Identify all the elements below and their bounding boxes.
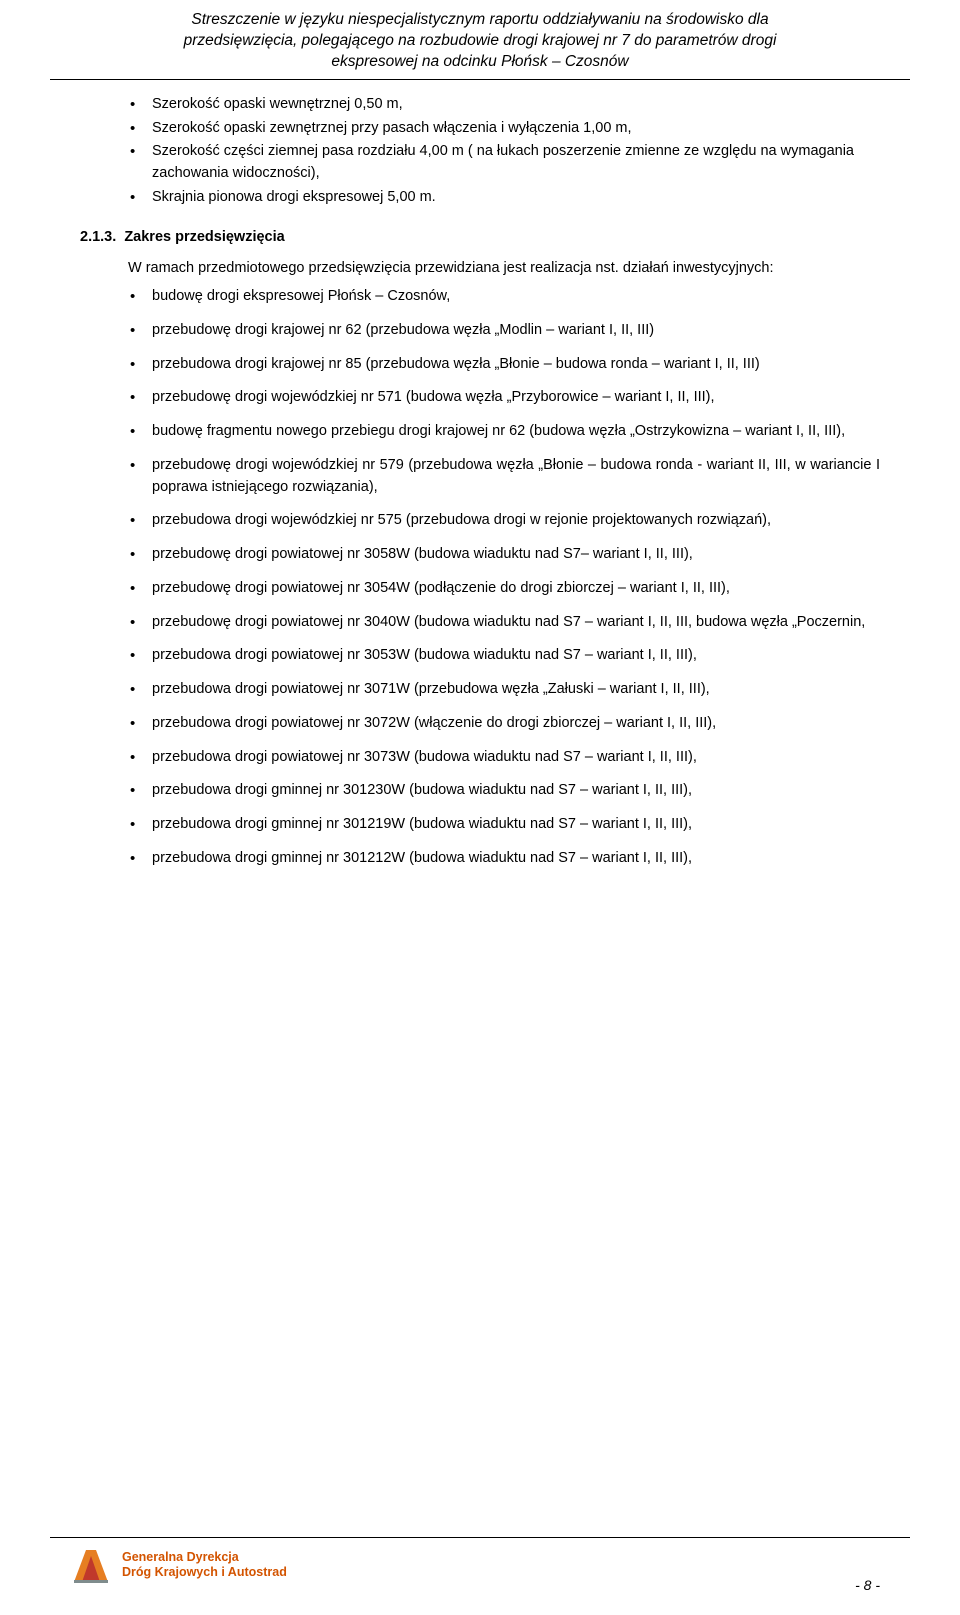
list-item: przebudowę drogi wojewódzkiej nr 571 (bu…	[130, 387, 880, 409]
list-item-text: przebudowa drogi powiatowej nr 3071W (pr…	[152, 681, 710, 697]
list-item: przebudowę drogi krajowej nr 62 (przebud…	[130, 320, 880, 342]
list-item: przebudowa drogi gminnej nr 301219W (bud…	[130, 814, 880, 836]
list-item: przebudowa drogi krajowej nr 85 (przebud…	[130, 354, 880, 376]
list-item-text: przebudowa drogi powiatowej nr 3073W (bu…	[152, 749, 697, 765]
list-item: przebudowa drogi gminnej nr 301212W (bud…	[130, 848, 880, 870]
list-item: przebudowę drogi wojewódzkiej nr 579 (pr…	[130, 455, 880, 499]
list-item-text: przebudowę drogi krajowej nr 62 (przebud…	[152, 322, 654, 338]
list-item-text: przebudowę drogi powiatowej nr 3054W (po…	[152, 580, 730, 596]
document-header: Streszczenie w języku niespecjalistyczny…	[50, 0, 910, 80]
page-number: - 8 -	[855, 1577, 880, 1593]
header-line-1: Streszczenie w języku niespecjalistyczny…	[191, 11, 768, 28]
list-item-text: przebudowa drogi gminnej nr 301219W (bud…	[152, 816, 692, 832]
list-item: przebudowę drogi powiatowej nr 3054W (po…	[130, 578, 880, 600]
list-item: przebudowa drogi powiatowej nr 3072W (wł…	[130, 713, 880, 735]
section-number: 2.1.3.	[80, 227, 116, 249]
list-item-text: przebudowę drogi wojewódzkiej nr 579 (pr…	[152, 457, 880, 495]
list-item-text: przebudowę drogi wojewódzkiej nr 571 (bu…	[152, 389, 715, 405]
list-item: przebudowa drogi wojewódzkiej nr 575 (pr…	[130, 510, 880, 532]
section-heading: 2.1.3. Zakres przedsięwzięcia	[80, 227, 880, 249]
list-item-text: Skrajnia pionowa drogi ekspresowej 5,00 …	[152, 189, 436, 205]
list-item: Szerokość opaski zewnętrznej przy pasach…	[130, 118, 880, 140]
page-content: Szerokość opaski wewnętrznej 0,50 m, Sze…	[0, 80, 960, 870]
logo-line-1: Generalna Dyrekcja	[122, 1550, 239, 1564]
list-item-text: Szerokość opaski zewnętrznej przy pasach…	[152, 120, 632, 136]
list-item-text: przebudowa drogi wojewódzkiej nr 575 (pr…	[152, 512, 771, 528]
logo-text: Generalna Dyrekcja Dróg Krajowych i Auto…	[122, 1550, 287, 1580]
list-item: Szerokość opaski wewnętrznej 0,50 m,	[130, 94, 880, 116]
list-item-text: Szerokość części ziemnej pasa rozdziału …	[152, 143, 854, 181]
list-item: budowę drogi ekspresowej Płońsk – Czosnó…	[130, 286, 880, 308]
list-item: przebudowę drogi powiatowej nr 3040W (bu…	[130, 612, 880, 634]
gddkia-logo: Generalna Dyrekcja Dróg Krajowych i Auto…	[70, 1544, 960, 1586]
list-item-text: przebudowa drogi krajowej nr 85 (przebud…	[152, 356, 760, 372]
section-title: Zakres przedsięwzięcia	[124, 229, 284, 245]
intro-paragraph: W ramach przedmiotowego przedsięwzięcia …	[80, 258, 880, 280]
header-line-3: ekspresowej na odcinku Płońsk – Czosnów	[331, 53, 628, 70]
list-item-text: Szerokość opaski wewnętrznej 0,50 m,	[152, 96, 403, 112]
header-line-2: przedsięwzięcia, polegającego na rozbudo…	[184, 32, 777, 49]
params-list: Szerokość opaski wewnętrznej 0,50 m, Sze…	[80, 94, 880, 209]
investment-actions-list: budowę drogi ekspresowej Płońsk – Czosnó…	[80, 286, 880, 870]
list-item-text: przebudowa drogi gminnej nr 301212W (bud…	[152, 850, 692, 866]
list-item-text: przebudowa drogi powiatowej nr 3072W (wł…	[152, 715, 716, 731]
logo-line-2: Dróg Krajowych i Autostrad	[122, 1565, 287, 1579]
list-item: Skrajnia pionowa drogi ekspresowej 5,00 …	[130, 187, 880, 209]
list-item-text: przebudowę drogi powiatowej nr 3040W (bu…	[152, 614, 865, 630]
list-item: budowę fragmentu nowego przebiegu drogi …	[130, 421, 880, 443]
footer-divider	[50, 1537, 910, 1538]
list-item: przebudowę drogi powiatowej nr 3058W (bu…	[130, 544, 880, 566]
list-item-text: przebudowa drogi gminnej nr 301230W (bud…	[152, 782, 692, 798]
list-item: przebudowa drogi powiatowej nr 3071W (pr…	[130, 679, 880, 701]
list-item: przebudowa drogi gminnej nr 301230W (bud…	[130, 780, 880, 802]
logo-icon	[70, 1544, 112, 1586]
list-item-text: budowę fragmentu nowego przebiegu drogi …	[152, 423, 845, 439]
list-item-text: budowę drogi ekspresowej Płońsk – Czosnó…	[152, 288, 450, 304]
page-footer: Generalna Dyrekcja Dróg Krajowych i Auto…	[0, 1537, 960, 1597]
list-item: przebudowa drogi powiatowej nr 3053W (bu…	[130, 645, 880, 667]
list-item-text: przebudowa drogi powiatowej nr 3053W (bu…	[152, 647, 697, 663]
list-item-text: przebudowę drogi powiatowej nr 3058W (bu…	[152, 546, 693, 562]
list-item: przebudowa drogi powiatowej nr 3073W (bu…	[130, 747, 880, 769]
list-item: Szerokość części ziemnej pasa rozdziału …	[130, 141, 880, 185]
